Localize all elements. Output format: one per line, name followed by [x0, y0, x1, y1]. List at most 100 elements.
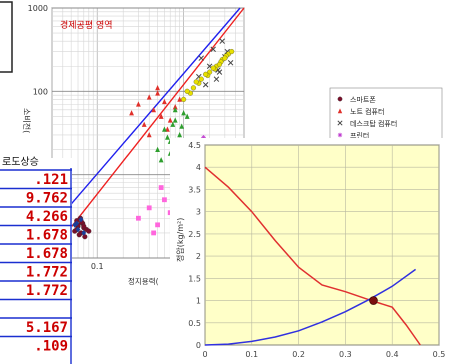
scatter-point — [172, 117, 178, 123]
line-y-tick-label: 1.5 — [188, 274, 201, 283]
scatter-point — [75, 226, 81, 233]
scatter-point — [165, 126, 170, 132]
legend-label: 프린터 — [350, 131, 369, 140]
legend-marker — [337, 96, 343, 102]
scatter-x-tick-label: 0.1 — [91, 262, 104, 271]
scatter-chart: 100010010 0.11 경제공평 영역 소비전( 정지용력( 스마트폰노트… — [22, 4, 443, 286]
legend-marker — [337, 108, 343, 114]
scatter-point — [162, 98, 167, 105]
legend-label: 노트 컴퓨터 — [350, 107, 384, 116]
line-y-tick-label: 3 — [196, 208, 201, 217]
scatter-point — [184, 88, 190, 94]
window-frame-fragment — [0, 1, 13, 73]
scatter-point — [158, 113, 164, 119]
scatter-point — [162, 197, 167, 203]
line-x-tick-label: 0.1 — [245, 350, 258, 359]
scatter-point — [162, 126, 167, 132]
line-y-tick-label: 4.5 — [188, 141, 201, 150]
scatter-point — [210, 65, 216, 71]
scatter-point — [151, 106, 157, 113]
scatter-point — [181, 96, 187, 102]
scatter-point — [136, 215, 141, 221]
scatter-point — [158, 157, 164, 163]
line-annotations — [369, 296, 378, 305]
scatter-point — [81, 230, 87, 236]
scatter-point — [198, 76, 204, 82]
line-x-ticks: 0 0.1 0.2 0.3 0.4 0.5 — [202, 350, 445, 359]
scatter-point — [82, 234, 88, 240]
line-y-ticks: 0 0.5 1 1.5 2 2.5 3 3.5 4 4.5 — [188, 141, 201, 350]
scatter-point — [155, 85, 160, 91]
scatter-point — [184, 113, 190, 119]
scatter-point — [172, 106, 178, 113]
line-y-tick-label: 4 — [196, 163, 201, 172]
line-x-tick-label: 0.3 — [339, 350, 352, 359]
table-panel — [0, 158, 72, 364]
scatter-x-label: 정지용력( — [128, 276, 159, 286]
scatter-point — [129, 110, 134, 116]
line-series-curve — [204, 268, 417, 346]
table-header: 로도상승 — [2, 156, 39, 168]
scatter-y-ticks: 100010010 — [28, 4, 48, 180]
scatter-point — [136, 101, 141, 107]
scatter-point — [146, 132, 152, 138]
line-y-label: 정압(kg/m²) — [175, 218, 185, 262]
table-cell-value: .109 — [34, 339, 68, 355]
scatter-point — [155, 222, 160, 228]
line-series-curve — [204, 166, 421, 346]
scatter-point — [146, 94, 152, 100]
scatter-reference-line — [51, 7, 241, 227]
scatter-point — [86, 228, 92, 234]
scatter-point — [179, 123, 185, 129]
table-cell-value: 4.266 — [26, 209, 68, 225]
scatter-point — [216, 61, 223, 68]
scatter-point — [222, 55, 228, 61]
scatter-point — [170, 121, 176, 127]
scatter-point — [210, 46, 216, 52]
scatter-point — [213, 76, 220, 82]
line-x-tick-label: 0.5 — [433, 350, 446, 359]
table-rows: .121 9.762 4.266 1.678 1.678 1.772 1.772 5.167.… — [0, 168, 72, 364]
line-y-tick-label: 0 — [196, 341, 201, 350]
scatter-point — [141, 121, 147, 127]
line-y-tick-label: 2 — [196, 252, 201, 261]
scatter-point — [167, 117, 173, 123]
scatter-point — [155, 90, 160, 96]
scatter-point — [190, 85, 196, 91]
scatter-point — [219, 38, 225, 44]
table-cell-value: 5.167 — [26, 320, 68, 336]
table-cell-value: 9.762 — [26, 191, 68, 207]
scatter-point — [151, 230, 157, 236]
line-grid — [204, 144, 440, 346]
line-y-tick-label: 0.5 — [188, 319, 201, 328]
scatter-point — [193, 79, 199, 85]
scatter-point — [158, 185, 164, 190]
line-plot-area — [204, 144, 440, 346]
scatter-y-tick-label: 1000 — [28, 4, 48, 13]
line-y-tick-label: 3.5 — [188, 185, 201, 194]
scatter-point — [201, 135, 206, 140]
operating-point-marker — [369, 296, 378, 305]
table-cell-value: 1.772 — [26, 283, 68, 299]
legend-marker — [337, 132, 343, 138]
scatter-y-tick-label: 100 — [33, 87, 48, 96]
value-table: 로도상승 .121 9.762 4.266 1.678 1.678 1.772 1.772 5… — [0, 156, 72, 364]
line-x-tick-label: 0.4 — [386, 350, 399, 359]
scatter-point — [227, 60, 234, 66]
scatter-point — [181, 110, 186, 116]
scatter-point — [172, 104, 178, 110]
scatter-point — [198, 55, 204, 61]
line-x-tick-label: 0 — [202, 350, 207, 359]
scatter-point — [146, 205, 152, 211]
scatter-point — [177, 96, 183, 102]
scatter-point — [78, 216, 84, 223]
scatter-y-label: 소비전( — [22, 108, 32, 133]
line-x-tick-label: 0.2 — [292, 350, 305, 359]
scatter-legend — [329, 87, 443, 145]
table-cell-value: 1.678 — [26, 246, 68, 262]
scatter-point — [81, 223, 87, 229]
scatter-point — [74, 220, 80, 227]
scatter-point — [229, 49, 235, 55]
